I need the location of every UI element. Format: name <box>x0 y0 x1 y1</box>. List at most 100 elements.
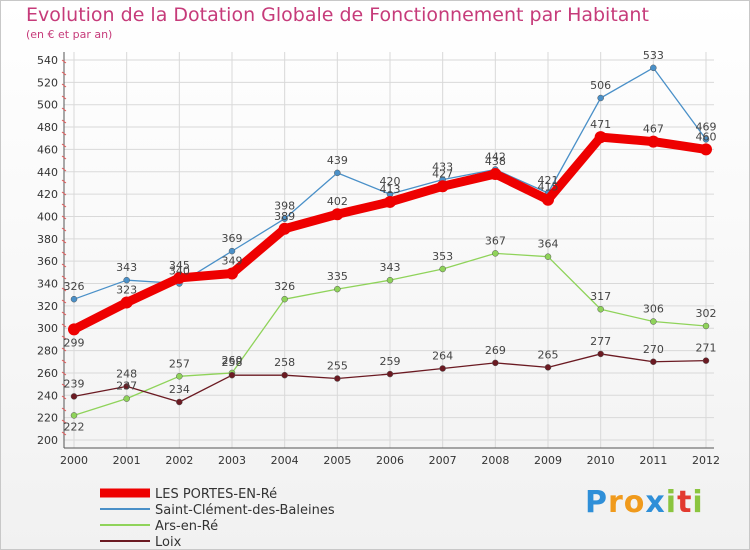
axis-dash <box>61 371 67 376</box>
data-point <box>123 276 130 284</box>
data-label: 369 <box>222 232 243 245</box>
axis-dash <box>61 155 67 160</box>
data-label: 438 <box>485 155 506 168</box>
axis-dash <box>61 287 67 292</box>
data-point <box>281 215 288 222</box>
data-label: 234 <box>169 383 190 396</box>
data-point <box>331 208 344 221</box>
x-tick-label: 2005 <box>323 454 351 467</box>
data-label: 433 <box>432 161 453 174</box>
data-point <box>597 94 604 102</box>
legend-label: Saint-Clément-des-Baleines <box>155 503 335 518</box>
data-label: 345 <box>169 259 190 272</box>
y-tick-label: 240 <box>37 389 58 402</box>
y-tick-label: 400 <box>37 210 58 223</box>
data-label: 277 <box>590 335 611 348</box>
x-tick-label: 2008 <box>481 454 509 467</box>
data-point <box>228 371 236 379</box>
data-label: 323 <box>116 284 137 297</box>
y-tick-label: 280 <box>37 345 58 358</box>
data-point <box>68 323 80 336</box>
axes: 200 220 240 260 280 300 320 340 360 380 400 420 440 4… <box>37 52 720 467</box>
data-point <box>281 295 288 303</box>
y-tick-label: 340 <box>37 278 58 291</box>
x-tick-label: 2002 <box>165 454 193 467</box>
x-tick-label: 2011 <box>639 454 667 467</box>
data-point <box>650 318 657 325</box>
axis-dash <box>61 179 67 184</box>
y-tick-label: 220 <box>37 412 58 425</box>
data-labels: 326 343 340 369 398 439 420 433 442 421 506 533 469 2… <box>64 49 717 434</box>
axis-dash <box>61 347 67 352</box>
data-label: 415 <box>538 181 559 194</box>
data-point <box>544 364 552 371</box>
data-label: 264 <box>432 349 453 362</box>
data-label: 389 <box>274 210 295 223</box>
data-point <box>489 168 502 180</box>
y-tick-label: 440 <box>37 166 58 179</box>
data-point <box>176 373 183 380</box>
axis-dash <box>61 215 67 220</box>
y-tick-label: 380 <box>37 233 58 246</box>
data-label: 506 <box>590 79 611 92</box>
y-tick-label: 520 <box>37 76 58 89</box>
y-tick-label: 320 <box>37 300 58 313</box>
data-point <box>334 285 341 293</box>
axis-dash <box>61 143 67 148</box>
y-tick-label: 480 <box>37 121 58 134</box>
legend: LES PORTES-EN-RéSaint-Clément-des-Balein… <box>100 487 335 550</box>
data-point <box>702 322 710 330</box>
data-point <box>386 370 394 378</box>
data-point <box>650 358 657 366</box>
y-tick-label: 540 <box>37 54 58 67</box>
axis-dash <box>61 227 67 232</box>
data-point <box>436 180 449 193</box>
data-label: 258 <box>274 356 295 369</box>
data-point <box>386 276 394 284</box>
axis-dash <box>61 83 67 88</box>
proxiti-logo-letter: P <box>585 485 608 520</box>
data-label: 402 <box>327 195 348 208</box>
data-point <box>594 131 607 144</box>
data-point <box>492 359 499 367</box>
data-label: 237 <box>116 380 137 393</box>
data-label: 367 <box>485 234 506 247</box>
axis-dash <box>61 419 67 424</box>
axis-dash <box>61 407 67 412</box>
data-label: 471 <box>590 118 611 131</box>
data-label: 299 <box>64 336 85 349</box>
legend-label: Ars-en-Ré <box>155 519 218 534</box>
y-tick-label: 300 <box>37 322 58 335</box>
data-label: 265 <box>538 348 559 361</box>
data-point <box>384 195 396 208</box>
axis-dash <box>61 107 67 112</box>
x-tick-label: 2006 <box>376 454 404 467</box>
data-label: 398 <box>274 200 295 213</box>
grid <box>64 52 714 448</box>
axis-dash <box>61 131 67 136</box>
series-layer <box>68 64 712 419</box>
legend-label: Loix <box>155 535 182 550</box>
data-point <box>278 222 291 235</box>
data-label: 317 <box>590 290 611 303</box>
axis-dash <box>61 95 67 100</box>
x-tick-label: 2010 <box>587 454 615 467</box>
data-label: 335 <box>327 270 348 283</box>
axis-dash <box>61 275 67 280</box>
data-point <box>123 395 130 402</box>
axis-dash <box>61 311 67 316</box>
data-label: 349 <box>222 254 243 267</box>
proxiti-logo-letter: i <box>692 485 704 520</box>
data-label: 258 <box>222 356 243 369</box>
data-label: 439 <box>327 154 348 167</box>
data-point <box>173 271 186 284</box>
x-tick-label: 2003 <box>218 454 246 467</box>
axis-dash <box>61 251 67 256</box>
axis-dash <box>61 119 67 124</box>
data-label: 239 <box>64 377 85 390</box>
data-label: 427 <box>432 167 453 180</box>
proxiti-logo-letter: x <box>645 485 666 520</box>
data-label: 421 <box>538 174 559 187</box>
chart-subtitle: (en € et par an) <box>26 28 113 41</box>
